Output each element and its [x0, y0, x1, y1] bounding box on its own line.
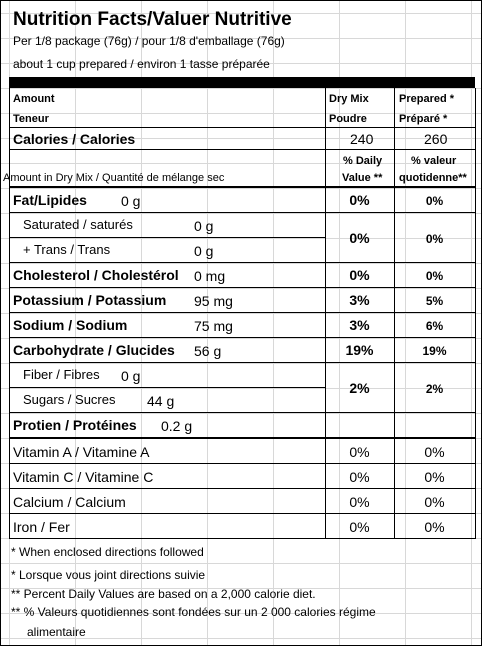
header: Prepared *	[399, 93, 455, 105]
nutrient-amount: 0 g	[121, 368, 141, 384]
dv-dry: 19%	[345, 342, 374, 358]
rule	[9, 88, 10, 539]
nutrient-amount: 0.2 g	[161, 418, 193, 434]
dv-dry: 0%	[349, 519, 370, 535]
dv-dry: 0%	[349, 494, 370, 510]
rule	[9, 337, 475, 338]
title: Nutrition Facts/Valuer Nutritive	[13, 9, 292, 30]
dv-prepared: 19%	[422, 344, 447, 358]
footnote: ** % Valeurs quotidiennes sont fondées s…	[11, 605, 376, 619]
dv-dry: 0%	[349, 267, 370, 283]
dv-prepared: 5%	[425, 294, 444, 308]
nutrient-amount: 0 mg	[194, 268, 226, 284]
rule	[394, 88, 395, 539]
dv-dry: 0%	[349, 192, 370, 208]
prepared-size: about 1 cup prepared / environ 1 tasse p…	[13, 57, 270, 71]
dv-prepared: 0%	[424, 469, 445, 485]
footnote: * When enclosed directions followed	[11, 545, 204, 559]
rule	[325, 88, 326, 539]
nutrient-label: Potassium / Potassium	[13, 292, 167, 308]
rule	[9, 488, 475, 489]
footnote: ** Percent Daily Values are based on a 2…	[11, 587, 316, 601]
rule	[9, 212, 475, 213]
nutrient-amount: 0 g	[194, 218, 214, 234]
rule	[9, 262, 475, 263]
nutrient-label: Sodium / Sodium	[13, 317, 128, 333]
rule	[9, 538, 475, 539]
nutrient-amount: 75 mg	[194, 318, 233, 334]
rule	[9, 237, 325, 238]
vitamin-label: Calcium / Calcium	[13, 494, 126, 510]
dv-dry: 0%	[349, 230, 370, 246]
nutrient-label: + Trans / Trans	[23, 242, 111, 257]
dv-prepared: 6%	[425, 319, 444, 333]
amount-in: Amount in Dry Mix / Quantité de mélange …	[3, 172, 225, 184]
nutrient-label: Fat/Lipides	[13, 192, 87, 208]
calories-dry: 240	[350, 131, 374, 147]
dv-prepared: 0%	[425, 232, 444, 246]
vitamin-label: Vitamin A / Vitamine A	[13, 444, 150, 460]
header: Poudre	[329, 113, 367, 125]
rule	[9, 387, 325, 388]
header: Teneur	[13, 113, 49, 125]
nutrient-label: Sugars / Sucres	[23, 392, 116, 407]
nutrient-amount: 56 g	[194, 343, 222, 359]
dv-header: Value **	[342, 172, 383, 184]
dv-dry: 2%	[349, 380, 370, 396]
dv-prepared: 0%	[424, 444, 445, 460]
rule	[9, 149, 475, 150]
nutrient-amount: 0 g	[194, 243, 214, 259]
rule	[9, 463, 475, 464]
calories-prepared: 260	[424, 131, 448, 147]
header: Dry Mix	[329, 93, 369, 105]
nutrient-amount: 44 g	[147, 393, 175, 409]
nutrient-amount: 95 mg	[194, 293, 233, 309]
nutrient-label: Saturated / saturés	[23, 217, 133, 232]
dv-dry: 0%	[349, 469, 370, 485]
dv-header: % Daily	[343, 155, 383, 167]
header: Amount	[13, 93, 55, 105]
nutrient-label: Cholesterol / Cholestérol	[13, 267, 179, 283]
vitamin-label: Vitamin C / Vitamine C	[13, 469, 154, 485]
thick-rule	[9, 437, 475, 439]
thick-rule	[9, 186, 475, 188]
nutrient-label: Protien / Protéines	[13, 417, 137, 433]
dv-dry: 3%	[349, 317, 370, 333]
dv-header: quotidenne**	[399, 172, 467, 184]
footnote: alimentaire	[27, 625, 86, 639]
dv-prepared: 0%	[424, 494, 445, 510]
dv-dry: 0%	[349, 444, 370, 460]
rule	[9, 362, 475, 363]
serving: Per 1/8 package (76g) / pour 1/8 d'embal…	[13, 34, 285, 48]
dv-dry: 3%	[349, 292, 370, 308]
dv-prepared: 0%	[425, 269, 444, 283]
rule	[9, 127, 475, 128]
thick-bar	[9, 77, 475, 88]
nutrient-label: Carbohydrate / Glucides	[13, 342, 175, 358]
dv-prepared: 0%	[425, 194, 444, 208]
nutrient-label: Fiber / Fibres	[23, 367, 100, 382]
rule	[9, 513, 475, 514]
footnote: * Lorsque vous joint directions suivie	[11, 568, 206, 582]
vitamin-label: Iron / Fer	[13, 519, 70, 535]
rule	[9, 312, 475, 313]
rule	[9, 287, 475, 288]
dv-prepared: 0%	[424, 519, 445, 535]
dv-header: % valeur	[411, 155, 457, 167]
rule	[9, 412, 475, 413]
dv-prepared: 2%	[425, 382, 444, 396]
nutrient-amount: 0 g	[121, 193, 141, 209]
header: Préparé *	[399, 113, 448, 125]
calories-label: Calories / Calories	[13, 131, 136, 147]
rule	[475, 88, 476, 539]
